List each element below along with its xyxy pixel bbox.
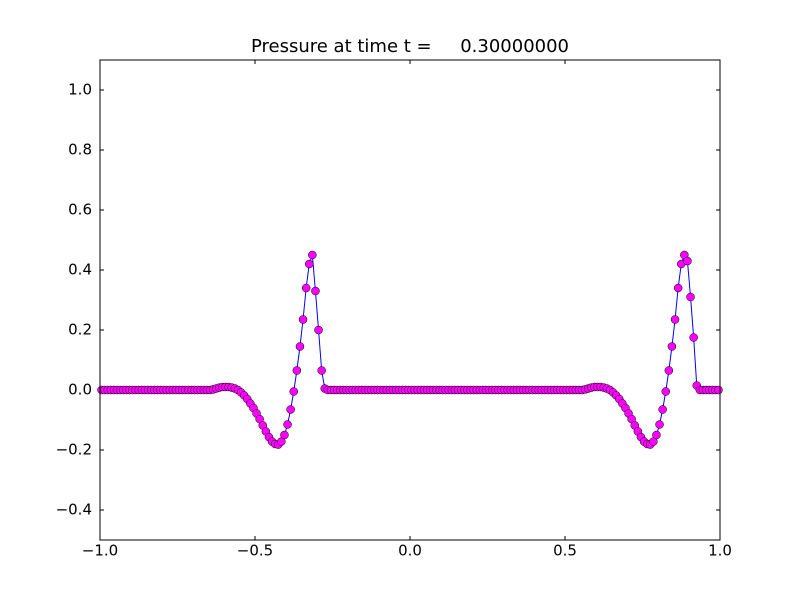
y-tick-label: 0.2: [68, 321, 92, 339]
data-point: [673, 283, 683, 293]
data-point: [292, 366, 302, 375]
y-tick-label: 0.6: [68, 201, 92, 219]
data-point: [686, 292, 695, 302]
data-point: [298, 315, 308, 324]
data-point: [314, 325, 323, 335]
data-point: [658, 405, 667, 414]
data-point: [661, 387, 670, 396]
data-point: [689, 333, 698, 342]
data-point: [652, 430, 661, 440]
x-tick-label: −0.5: [237, 542, 273, 560]
data-point: [667, 342, 677, 351]
x-tick-label: 1.0: [708, 542, 732, 560]
y-tick-label: 0.4: [68, 261, 92, 279]
plot-frame: [99, 59, 721, 541]
data-point: [308, 250, 317, 260]
data-point: [683, 256, 692, 266]
data-point: [283, 420, 292, 429]
data-point: [286, 405, 295, 414]
x-tick-label: −1.0: [82, 542, 118, 560]
data-point: [289, 387, 298, 396]
data-point: [317, 366, 326, 375]
x-tick-label: 0.5: [553, 542, 577, 560]
y-tick-label: −0.4: [56, 501, 92, 519]
y-tick-label: −0.2: [56, 441, 92, 459]
y-tick-label: 1.0: [68, 81, 92, 99]
data-point: [280, 430, 289, 440]
data-point: [664, 366, 674, 375]
y-tick-label: 0.0: [68, 381, 92, 399]
data-point: [655, 420, 664, 429]
data-point: [305, 259, 314, 269]
data-point: [714, 385, 723, 395]
data-point: [301, 283, 311, 293]
x-tick-label: 0.0: [398, 542, 422, 560]
data-point: [670, 315, 680, 324]
data-point: [311, 286, 320, 296]
y-tick-label: 0.8: [68, 141, 92, 159]
data-point: [295, 342, 305, 351]
chart-title: Pressure at time t = 0.30000000: [251, 36, 569, 57]
